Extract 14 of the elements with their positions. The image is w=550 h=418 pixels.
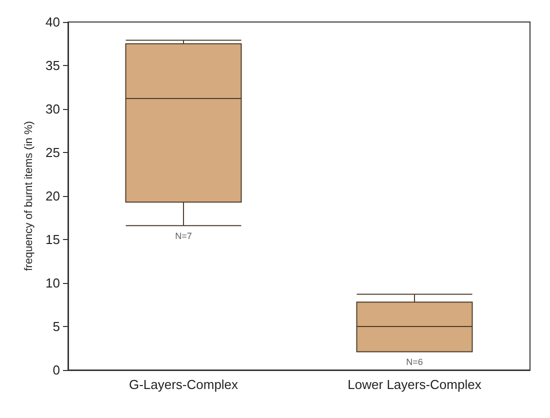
y-axis-title: frequency of burnt items (in %) [23,121,36,271]
y-tick-label: 40 [46,14,60,30]
y-tick-label: 20 [46,188,60,204]
y-tick-label: 0 [52,362,60,378]
y-tick-label: 5 [52,319,60,334]
y-tick-label: 30 [46,102,60,116]
y-tick-label: 10 [46,276,60,290]
annotation: N=7 [175,231,192,242]
y-tick-label: 35 [46,58,60,73]
annotation: N=6 [406,357,423,368]
x-tick-label: G-Layers-Complex [128,377,239,392]
y-tick-label: 15 [46,232,60,247]
y-tick-label: 25 [46,145,60,160]
x-tick-label: Lower Layers-Complex [348,377,482,392]
